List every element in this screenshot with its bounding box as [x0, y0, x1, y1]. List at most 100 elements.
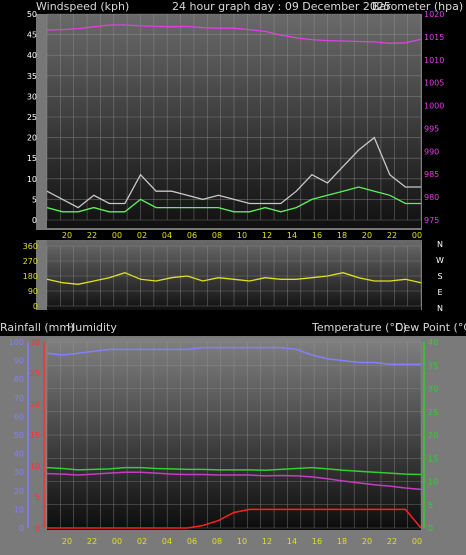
- barometer-tick-label: 985: [424, 170, 439, 179]
- temperature-tick-label: 40: [428, 338, 438, 347]
- direction-tick-label: 180: [23, 272, 38, 281]
- wind_direction-line: [46, 272, 422, 285]
- dew_point-line: [46, 471, 422, 491]
- direction-tick-label: 0: [33, 302, 38, 311]
- time-tick-label: 10: [237, 231, 247, 240]
- barometer-tick-label: 995: [424, 124, 439, 133]
- temperature-label: Temperature (°C): [311, 321, 407, 334]
- windspeed-tick-label: 20: [27, 134, 37, 143]
- temperature-line: [46, 466, 422, 476]
- rainfall-label: Rainfall (mm): [0, 321, 74, 334]
- compass-label: N: [437, 304, 443, 313]
- barometer-tick-label: 1015: [424, 33, 444, 42]
- rain-tick-label: 25: [30, 369, 40, 378]
- temperature-tick-label: 10: [428, 478, 438, 487]
- time-tick-label: 22: [387, 537, 397, 546]
- windspeed-tick-label: 25: [27, 113, 37, 122]
- time-tick-label: 12: [262, 231, 272, 240]
- temperature-axis: 0 5 10 15 20 25 30 35 40: [423, 338, 438, 533]
- barometer-tick-label: 1010: [424, 56, 444, 65]
- windspeed-axis: 0 5 10 15 20 25 30 35 40 45 50: [27, 10, 37, 225]
- compass-label: E: [437, 288, 442, 297]
- time-tick-label: 14: [287, 231, 297, 240]
- compass-label: W: [436, 256, 444, 265]
- rain-panel-grid: [46, 341, 422, 529]
- time-tick-label: 16: [312, 537, 322, 546]
- rain-tick-label: 15: [30, 431, 40, 440]
- rain-series: [46, 346, 422, 529]
- time-tick-label: 16: [312, 231, 322, 240]
- windspeed-tick-label: 35: [27, 72, 37, 81]
- dewpoint-label: Dew Point (°C): [395, 321, 466, 334]
- humidity-tick-label: 30: [14, 468, 24, 477]
- time-tick-label: 18: [337, 537, 347, 546]
- direction-panel-grid: [46, 245, 422, 307]
- barometer-tick-label: 1005: [424, 79, 444, 88]
- time-tick-label: 04: [162, 231, 172, 240]
- humidity-tick-label: 100: [9, 338, 24, 347]
- humidity-tick-label: 10: [14, 505, 24, 514]
- humidity-tick-label: 90: [14, 357, 24, 366]
- time-tick-label: 22: [387, 231, 397, 240]
- rain-tick-label: 20: [30, 400, 40, 409]
- temperature-tick-label: 35: [428, 361, 438, 370]
- wind-time-axis: 20 22 00 02 04 06 08 10 12 14 16 18 20 22 00: [62, 231, 422, 240]
- windspeed-tick-label: 0: [32, 216, 37, 225]
- barometer-axis: 975 980 985 990 995 1000 1005 1010 1015 1020: [424, 10, 444, 225]
- graph-title: 24 hour graph day : 09 December 2025: [172, 0, 391, 13]
- time-tick-label: 12: [262, 537, 272, 546]
- humidity-tick-label: 50: [14, 431, 24, 440]
- windspeed-tick-label: 10: [27, 175, 37, 184]
- wind_avg-line: [46, 186, 421, 213]
- temperature-tick-label: 15: [428, 454, 438, 463]
- compass-label: S: [437, 272, 442, 281]
- wind_gust-line: [46, 136, 421, 209]
- time-tick-label: 00: [412, 537, 422, 546]
- rain-tick-label: 10: [30, 462, 40, 471]
- time-tick-label: 04: [162, 537, 172, 546]
- time-tick-label: 00: [412, 231, 422, 240]
- wind-panel-grid: [46, 13, 422, 221]
- time-tick-label: 20: [62, 537, 72, 546]
- barometer-tick-label: 1020: [424, 10, 444, 19]
- windspeed-tick-label: 5: [32, 195, 37, 204]
- time-tick-label: 20: [362, 537, 372, 546]
- windspeed-tick-label: 15: [27, 154, 37, 163]
- barometer-tick-label: 980: [424, 193, 439, 202]
- temperature-tick-label: 20: [428, 431, 438, 440]
- rain-time-axis: 20 22 00 02 04 06 08 10 12 14 16 18 20 22 00: [62, 537, 422, 546]
- time-tick-label: 06: [187, 537, 197, 546]
- time-tick-label: 02: [137, 537, 147, 546]
- barometer-label: Barometer (hpa): [372, 0, 463, 13]
- rain-tick-label: 30: [30, 338, 40, 347]
- barometer-line: [46, 24, 422, 44]
- humidity-tick-label: 60: [14, 412, 24, 421]
- humidity-label: Humidity: [67, 321, 117, 334]
- time-tick-label: 14: [287, 537, 297, 546]
- barometer-tick-label: 990: [424, 147, 439, 156]
- windspeed-tick-label: 50: [27, 10, 37, 19]
- time-tick-label: 18: [337, 231, 347, 240]
- humidity-tick-label: 70: [14, 394, 24, 403]
- rainfall-line: [47, 508, 422, 529]
- temperature-tick-label: 25: [428, 408, 438, 417]
- rain-axis: 0 5 10 15 20 25 30: [30, 338, 45, 533]
- time-tick-label: 10: [237, 537, 247, 546]
- time-tick-label: 22: [87, 537, 97, 546]
- barometer-tick-label: 975: [424, 216, 439, 225]
- time-tick-label: 20: [362, 231, 372, 240]
- rain-tick-label: 5: [35, 493, 40, 502]
- windspeed-label: Windspeed (kph): [36, 0, 129, 13]
- time-tick-label: 00: [112, 537, 122, 546]
- humidity-axis: 0 10 20 30 40 50 60 70 80 90 100: [9, 338, 29, 533]
- rain-humidity-panel: 0 10 20 30 40 50 60 70 80 90 100 0 5 10 15 20 25 30 0 5 10…: [0, 336, 466, 555]
- windspeed-tick-label: 40: [27, 51, 37, 60]
- direction-series: [46, 272, 422, 285]
- time-tick-label: 00: [112, 231, 122, 240]
- barometer-tick-label: 1000: [424, 102, 444, 111]
- time-tick-label: 08: [212, 231, 222, 240]
